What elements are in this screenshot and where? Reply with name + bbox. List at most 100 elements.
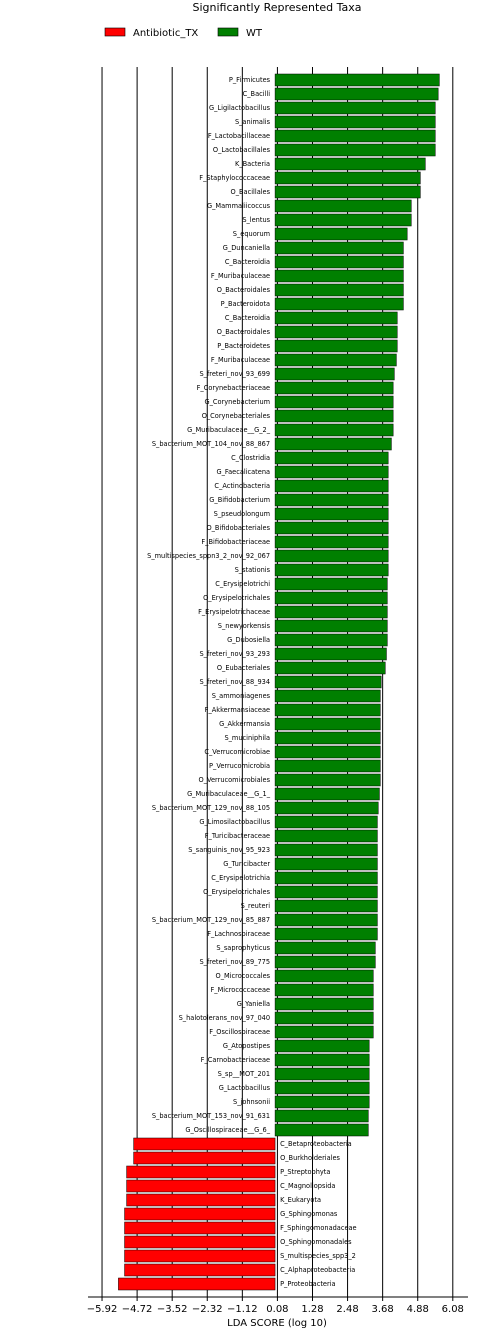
- category-label: G_Muribaculaceae__G_1_: [187, 790, 271, 798]
- category-label: F_Oscillospiraceae: [209, 1028, 270, 1036]
- category-label: O_Bacteroidales: [217, 286, 271, 294]
- category-label: G_Mammaliicoccus: [207, 202, 271, 210]
- bar: [274, 115, 436, 129]
- bar: [274, 521, 389, 535]
- bar: [274, 339, 398, 353]
- category-label: F_Sphingomonadaceae: [280, 1224, 357, 1232]
- category-label: S_freteri_nov_93_699: [199, 370, 270, 378]
- category-label: F_Muribaculaceae: [211, 356, 270, 364]
- category-label: O_Bacteroidales: [217, 328, 271, 336]
- bar: [274, 801, 379, 815]
- category-label: G_Yaniella: [237, 1000, 270, 1008]
- category-label: O_Verrucomicrobiales: [199, 776, 271, 784]
- category-label: F_Corynebacteriaceae: [197, 384, 270, 392]
- bar: [274, 661, 386, 675]
- bar: [274, 1053, 370, 1067]
- legend-label: Antibiotic_TX: [133, 28, 198, 39]
- category-label: G_Oscillospiraceae__G_6_: [185, 1126, 270, 1134]
- bar: [133, 1151, 276, 1165]
- bar: [274, 633, 388, 647]
- bar: [274, 1081, 370, 1095]
- category-label: O_Corynebacteriales: [202, 412, 271, 420]
- category-label: F_Erysipelotrichaceae: [198, 608, 270, 616]
- category-label: C_Magnoliopsida: [280, 1182, 335, 1190]
- bar: [274, 535, 389, 549]
- category-label: G_Atopostipes: [223, 1042, 271, 1050]
- bar: [274, 437, 392, 451]
- category-label: F_Turicibacteraceae: [205, 832, 270, 840]
- x-tick-label: 3.68: [372, 1304, 394, 1315]
- bar: [274, 479, 389, 493]
- category-label: F_Staphylococcaceae: [199, 174, 270, 182]
- bar: [126, 1179, 276, 1193]
- category-label: C_Actinobacteria: [214, 482, 270, 490]
- x-tick-label: −1.12: [227, 1304, 258, 1315]
- x-tick-label: 6.08: [442, 1304, 464, 1315]
- bar: [274, 913, 378, 927]
- category-label: F_Micrococcaceae: [210, 986, 270, 994]
- x-tick-label: −5.92: [87, 1304, 118, 1315]
- category-label: G_Limosilactobacillus: [199, 818, 270, 826]
- x-tick-label: 2.48: [336, 1304, 358, 1315]
- bar: [274, 577, 388, 591]
- x-tick-label: −2.32: [192, 1304, 223, 1315]
- bar: [133, 1137, 276, 1151]
- bar: [274, 885, 378, 899]
- bar: [274, 171, 421, 185]
- bar: [274, 605, 388, 619]
- bar: [274, 703, 381, 717]
- category-label: O_Bifidobacteriales: [206, 524, 270, 532]
- category-label: F_Muribaculaceae: [211, 272, 270, 280]
- bar: [274, 787, 380, 801]
- category-label: S_stationis: [235, 566, 271, 574]
- category-label: O_Erysipelotrichales: [203, 888, 271, 896]
- category-label: S_animalis: [235, 118, 271, 126]
- bar: [274, 87, 439, 101]
- category-label: C_Bacteroidia: [225, 314, 270, 322]
- category-label: S_halotolerans_nov_97_040: [179, 1014, 270, 1022]
- bar: [274, 409, 394, 423]
- bar: [274, 101, 436, 115]
- category-label: P_Proteobacteria: [280, 1280, 336, 1288]
- category-label: G_Corynebacterium: [205, 398, 271, 406]
- bar: [274, 997, 374, 1011]
- category-label: G_Lactobacillus: [219, 1084, 271, 1092]
- category-label: P_Firmicutes: [229, 76, 271, 84]
- bar: [274, 143, 436, 157]
- bar: [274, 381, 394, 395]
- bar: [274, 619, 388, 633]
- bar: [274, 199, 412, 213]
- category-label: G_Akkermansia: [219, 720, 270, 728]
- category-label: G_Duncaniella: [223, 244, 270, 252]
- bar: [274, 815, 378, 829]
- bar: [274, 857, 378, 871]
- category-label: O_Sphingomonadales: [280, 1238, 352, 1246]
- bar: [274, 549, 389, 563]
- bar: [274, 1039, 370, 1053]
- category-label: P_Bacteroidetes: [217, 342, 270, 350]
- bar: [274, 675, 382, 689]
- chart-title: Significantly Represented Taxa: [193, 1, 362, 14]
- category-label: C_Bacilli: [243, 90, 271, 98]
- category-label: S_sanguinis_nov_95_923: [188, 846, 270, 854]
- category-label: S_freteri_nov_88_934: [199, 678, 270, 686]
- bar: [118, 1277, 276, 1291]
- category-label: P_Streptophyta: [280, 1168, 330, 1176]
- bar: [274, 465, 389, 479]
- bar: [274, 563, 389, 577]
- bar: [274, 451, 389, 465]
- bar: [274, 759, 381, 773]
- bar: [274, 227, 408, 241]
- category-label: G_Ligilactobacillus: [209, 104, 271, 112]
- category-label: F_Akkermansiaceae: [205, 706, 270, 714]
- bar: [274, 311, 398, 325]
- category-label: K_Bacteria: [235, 160, 270, 168]
- category-label: S_bacterium_MOT_153_nov_91_631: [152, 1112, 270, 1120]
- bar: [274, 367, 395, 381]
- category-label: S_ammoniagenes: [212, 692, 271, 700]
- category-label: C_Alphaproteobacteria: [280, 1266, 355, 1274]
- bar: [124, 1235, 276, 1249]
- category-label: C_Bacteroidia: [225, 258, 270, 266]
- bar: [126, 1193, 276, 1207]
- category-label: C_Verrucomicrobiae: [204, 748, 270, 756]
